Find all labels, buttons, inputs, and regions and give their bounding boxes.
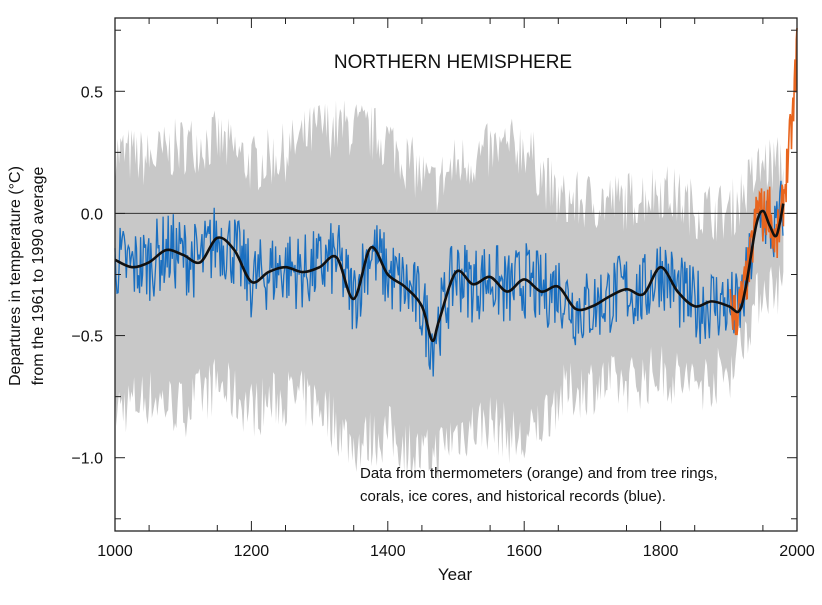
x-tick-label: 1600 — [506, 543, 542, 560]
chart-title: NORTHERN HEMISPHERE — [334, 52, 572, 73]
annotation-line-1: Data from thermometers (orange) and from… — [360, 465, 718, 482]
y-axis-label-line-2: from the 1961 to 1990 average — [30, 166, 47, 385]
smoothed-series-line — [114, 203, 785, 343]
x-tick-label: 2000 — [779, 543, 815, 560]
y-tick-label: −0.5 — [71, 329, 103, 346]
y-tick-label: 0.5 — [81, 84, 103, 101]
thermometer-series-line — [729, 27, 798, 336]
axis-ticks-layer: 1000 1200 1400 1600 1800 2000 0.5 0.0 −0.5 −1.0 — [71, 18, 815, 560]
proxy-series-line — [114, 180, 784, 377]
x-tick-label: 1800 — [643, 543, 679, 560]
x-tick-label: 1400 — [370, 543, 406, 560]
x-tick-label: 1200 — [234, 543, 270, 560]
annotation-line-2: corals, ice cores, and historical record… — [360, 488, 666, 505]
y-tick-label: 0.0 — [81, 206, 103, 223]
x-axis-label: Year — [438, 565, 473, 584]
y-tick-label: −1.0 — [71, 451, 103, 468]
y-axis-label-line-1: Departures in temperature (°C) — [7, 166, 24, 386]
x-tick-label: 1000 — [97, 543, 133, 560]
series-layer — [114, 27, 798, 377]
